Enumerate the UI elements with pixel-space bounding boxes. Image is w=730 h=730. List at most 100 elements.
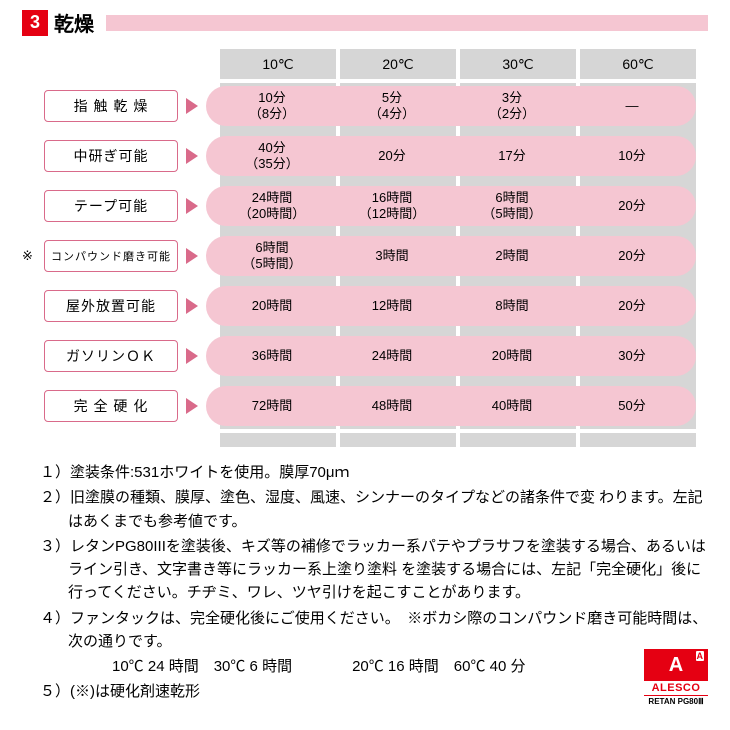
data-cell: 50分: [572, 386, 692, 426]
row-label: ガソリンＯＫ: [44, 340, 178, 372]
col-foot: [578, 433, 698, 447]
note-1: １）塗装条件:531ホワイトを使用。膜厚70μｍ: [22, 461, 708, 484]
cell-line1: 20時間: [252, 298, 292, 314]
data-cell: 2時間: [452, 236, 572, 276]
column-headers: 10℃ 20℃ 30℃ 60℃: [212, 49, 708, 79]
cell-line1: 20分: [618, 248, 645, 264]
data-cell: 12時間: [332, 286, 452, 326]
data-cell: 3分（2分）: [452, 86, 572, 126]
data-cell: 20分: [572, 286, 692, 326]
data-cell: 8時間: [452, 286, 572, 326]
cell-line1: 20分: [618, 298, 645, 314]
data-cell: 20分: [572, 236, 692, 276]
cell-line1: 2時間: [495, 248, 528, 264]
logo-brand: ALESCO: [644, 681, 708, 696]
col-head-60c: 60℃: [578, 49, 698, 79]
data-cell: 17分: [452, 136, 572, 176]
cell-line1: 16時間: [372, 190, 412, 206]
col-foot: [218, 433, 338, 447]
data-pill: 10分（8分）5分（4分）3分（2分）—: [206, 86, 696, 126]
data-cell: 20分: [332, 136, 452, 176]
data-cell: 40分（35分）: [206, 136, 332, 176]
row-label: コンパウンド磨き可能: [44, 240, 178, 272]
arrow-right-icon: [186, 348, 198, 364]
table-row: 屋外放置可能20時間12時間8時間20分: [22, 283, 708, 329]
table-row: 指 触 乾 燥10分（8分）5分（4分）3分（2分）—: [22, 83, 708, 129]
data-cell: 6時間（5時間）: [452, 186, 572, 226]
cell-line1: 72時間: [252, 398, 292, 414]
data-cell: 40時間: [452, 386, 572, 426]
table-row: テープ可能24時間（20時間）16時間（12時間）6時間（5時間）20分: [22, 183, 708, 229]
column-footers: [218, 433, 708, 447]
table-row: 中研ぎ可能40分（35分）20分17分10分: [22, 133, 708, 179]
data-pill: 6時間（5時間）3時間 2時間 20分: [206, 236, 696, 276]
cell-line1: 24時間: [372, 348, 412, 364]
data-pill: 40分（35分） 20分 17分 10分: [206, 136, 696, 176]
arrow-right-icon: [186, 98, 198, 114]
cell-line1: 36時間: [252, 348, 292, 364]
data-pill: 20時間 12時間 8時間 20分: [206, 286, 696, 326]
logo-product: RETAN PG80Ⅲ: [644, 696, 708, 706]
note-4: ４）ファンタックは、完全硬化後にご使用ください。 ※ボカシ際のコンパウンド磨き可…: [22, 607, 708, 654]
cell-line1: 50分: [618, 398, 645, 414]
data-cell: 72時間: [206, 386, 332, 426]
note-5: ５）(※)は硬化剤速乾形: [22, 680, 708, 703]
cell-line2: （2分）: [489, 106, 535, 122]
arrow-right-icon: [186, 148, 198, 164]
cell-line1: 6時間: [255, 240, 288, 256]
data-cell: 6時間（5時間）: [206, 236, 332, 276]
section-header: 3 乾燥: [22, 8, 708, 37]
data-cell: 20分: [572, 186, 692, 226]
data-cell: 10分: [572, 136, 692, 176]
note-4-times: 10℃ 24 時間 30℃ 6 時間 20℃ 16 時間 60℃ 40 分: [22, 655, 708, 678]
brand-logo: AA ALESCO RETAN PG80Ⅲ: [644, 649, 708, 706]
section-number-badge: 3: [22, 10, 48, 36]
data-cell: 24時間: [332, 336, 452, 376]
data-cell: —: [572, 86, 692, 126]
logo-mark: AA: [644, 649, 708, 681]
cell-line1: 3分: [502, 90, 522, 106]
cell-line2: （35分）: [245, 156, 298, 172]
notes-block: １）塗装条件:531ホワイトを使用。膜厚70μｍ ２）旧塗膜の種類、膜厚、塗色、…: [22, 461, 708, 704]
cell-line1: 12時間: [372, 298, 412, 314]
cell-line1: 8時間: [495, 298, 528, 314]
cell-line1: 20分: [378, 148, 405, 164]
cell-line1: 40分: [258, 140, 285, 156]
row-label: テープ可能: [44, 190, 178, 222]
data-cell: 48時間: [332, 386, 452, 426]
data-cell: 16時間（12時間）: [332, 186, 452, 226]
section-title-bar: [106, 15, 708, 31]
col-head-30c: 30℃: [458, 49, 578, 79]
section-title: 乾燥: [54, 8, 106, 37]
cell-line2: （12時間）: [359, 206, 425, 222]
col-foot: [458, 433, 578, 447]
cell-line1: 24時間: [252, 190, 292, 206]
data-cell: 20時間: [452, 336, 572, 376]
cell-line2: （20時間）: [239, 206, 305, 222]
cell-line2: （4分）: [369, 106, 415, 122]
table-row: 完 全 硬 化 72時間 48時間 40時間 50分: [22, 383, 708, 429]
data-cell: 20時間: [206, 286, 332, 326]
drying-table: 10℃ 20℃ 30℃ 60℃ 指 触 乾 燥10分（8分）5分（4分）3分（2…: [22, 49, 708, 447]
data-pill: 72時間 48時間 40時間 50分: [206, 386, 696, 426]
col-head-20c: 20℃: [338, 49, 458, 79]
cell-line1: 30分: [618, 348, 645, 364]
table-body: 指 触 乾 燥10分（8分）5分（4分）3分（2分）—中研ぎ可能40分（35分）…: [22, 83, 708, 429]
arrow-right-icon: [186, 298, 198, 314]
cell-line1: 10分: [618, 148, 645, 164]
cell-line1: 40時間: [492, 398, 532, 414]
cell-line1: 48時間: [372, 398, 412, 414]
arrow-right-icon: [186, 248, 198, 264]
arrow-right-icon: [186, 398, 198, 414]
data-cell: 3時間: [332, 236, 452, 276]
cell-line1: 5分: [382, 90, 402, 106]
note-3: ３）レタンPG80IIIを塗装後、キズ等の補修でラッカー系パテやプラサフを塗装す…: [22, 535, 708, 605]
table-row: ※コンパウンド磨き可能6時間（5時間）3時間2時間20分: [22, 233, 708, 279]
note-2: ２）旧塗膜の種類、膜厚、塗色、湿度、風速、シンナーのタイプなどの諸条件で変 わり…: [22, 486, 708, 533]
data-cell: 24時間（20時間）: [206, 186, 332, 226]
arrow-right-icon: [186, 198, 198, 214]
col-foot: [338, 433, 458, 447]
row-label: 完 全 硬 化: [44, 390, 178, 422]
logo-letter: A: [669, 654, 683, 677]
cell-line1: 20分: [618, 198, 645, 214]
